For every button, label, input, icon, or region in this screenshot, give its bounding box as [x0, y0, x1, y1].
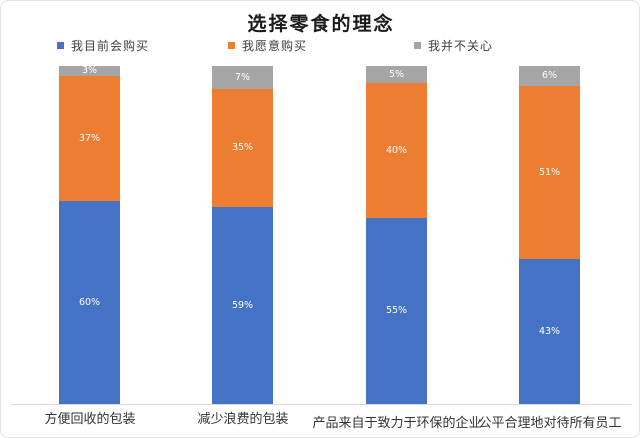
bar-segment-1-2: 7% — [212, 66, 273, 90]
legend-item-2[interactable]: 我并不关心 — [414, 37, 493, 54]
legend-marker-icon — [228, 42, 235, 49]
data-label: 40% — [385, 144, 408, 156]
bar-segment-3-0: 43% — [519, 258, 580, 404]
data-label: 55% — [385, 305, 408, 317]
legend-item-1[interactable]: 我愿意购买 — [228, 37, 307, 54]
category-label-1: 减少浪费的包装 — [197, 412, 289, 427]
data-label: 6% — [541, 70, 558, 82]
data-label: 59% — [231, 299, 254, 311]
stacked-bar-1: 7% 35% 59% — [212, 66, 273, 404]
bar-segment-0-2: 3% — [59, 66, 120, 77]
data-label: 43% — [538, 325, 561, 337]
legend-marker-icon — [414, 42, 421, 49]
bar-segment-2-0: 55% — [366, 218, 427, 404]
stacked-bar-0: 3% 37% 60% — [59, 66, 120, 404]
legend-item-0[interactable]: 我目前会购买 — [57, 37, 149, 54]
bar-segment-3-1: 51% — [519, 86, 580, 259]
bar-segment-1-1: 35% — [212, 89, 273, 207]
data-label: 7% — [234, 71, 251, 83]
legend-label: 我并不关心 — [428, 39, 494, 53]
stacked-bar-3: 6% 51% 43% — [519, 66, 580, 404]
x-axis-line — [11, 404, 631, 405]
category-label-0: 方便回收的包装 — [44, 412, 136, 427]
category-label-2: 产品来自于致力于环保的企业 — [312, 416, 482, 431]
stacked-bar-2: 5% 40% 55% — [366, 66, 427, 404]
data-label: 60% — [78, 296, 101, 308]
legend: 我目前会购买 我愿意购买 我并不关心 — [1, 37, 639, 57]
bar-segment-0-0: 60% — [59, 201, 120, 404]
category-label-3: 公平合理地对待所有员工 — [478, 416, 622, 431]
bar-segment-0-1: 37% — [59, 76, 120, 202]
data-label: 51% — [538, 166, 561, 178]
data-label: 3% — [81, 66, 98, 77]
bar-segment-3-2: 6% — [519, 66, 580, 87]
legend-marker-icon — [57, 42, 64, 49]
legend-label: 我愿意购买 — [242, 39, 308, 53]
bar-segment-2-2: 5% — [366, 66, 427, 83]
bar-segment-2-1: 40% — [366, 82, 427, 219]
legend-label: 我目前会购买 — [71, 39, 150, 53]
data-label: 35% — [231, 142, 254, 154]
bar-segment-1-0: 59% — [212, 206, 273, 404]
data-label: 5% — [388, 68, 405, 80]
data-label: 37% — [78, 132, 101, 144]
chart-title: 选择零食的理念 — [247, 13, 395, 35]
